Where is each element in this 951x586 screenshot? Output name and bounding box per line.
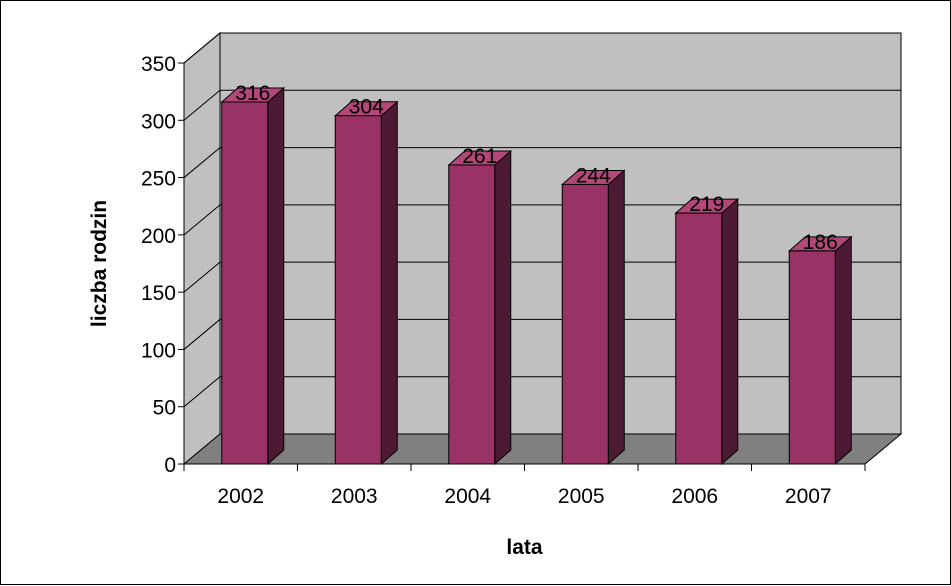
bar xyxy=(560,169,626,466)
bar xyxy=(333,100,399,466)
data-label: 244 xyxy=(576,164,611,187)
y-tick-label: 150 xyxy=(141,282,176,305)
gridline xyxy=(183,204,901,236)
y-tick-label: 350 xyxy=(141,53,176,76)
bar-side xyxy=(607,169,625,466)
gridline xyxy=(183,32,901,64)
tick-labels: 2002 2003 2004 2005 2006 2007 0 50 100 150 200 250 3… xyxy=(141,53,832,508)
bar-side xyxy=(721,197,739,466)
bar-front xyxy=(448,164,496,465)
x-tick-label: 2006 xyxy=(671,485,718,508)
y-tick-label: 50 xyxy=(153,397,176,420)
y-tick-label: 0 xyxy=(164,454,176,477)
bar-side xyxy=(834,235,852,466)
data-labels: 316 304 261 244 219 186 xyxy=(235,82,838,254)
bar-front xyxy=(788,250,836,465)
gridline xyxy=(183,147,901,178)
bar-front xyxy=(221,101,269,465)
data-label: 219 xyxy=(689,193,724,216)
y-axis-title: liczba rodzin xyxy=(88,200,111,327)
axes xyxy=(178,62,866,471)
x-tick-label: 2003 xyxy=(331,485,378,508)
data-label: 261 xyxy=(462,145,497,168)
gridline xyxy=(183,261,901,293)
side-wall xyxy=(183,31,221,466)
data-label: 316 xyxy=(235,82,270,105)
y-tick-label: 200 xyxy=(141,225,176,248)
gridline xyxy=(183,89,901,121)
bar-side xyxy=(494,149,512,466)
y-tick-label: 250 xyxy=(141,168,176,191)
x-tick-label: 2004 xyxy=(444,485,491,508)
bar-side xyxy=(267,86,285,466)
x-tick-label: 2002 xyxy=(217,485,264,508)
bar-side xyxy=(380,100,398,466)
x-tick-label: 2007 xyxy=(785,485,832,508)
gridline xyxy=(183,376,901,408)
gridlines xyxy=(183,32,901,408)
x-tick-label: 2005 xyxy=(558,485,605,508)
bar xyxy=(787,235,853,466)
data-label: 304 xyxy=(349,96,384,119)
gridline xyxy=(183,318,901,350)
x-axis-title: lata xyxy=(506,536,543,559)
bar-front xyxy=(675,212,723,465)
bars xyxy=(220,86,853,466)
y-tick-label: 300 xyxy=(141,110,176,133)
bar-front xyxy=(334,115,382,465)
bar xyxy=(447,149,513,466)
bar xyxy=(220,86,286,466)
y-tick-label: 100 xyxy=(141,339,176,362)
bar xyxy=(674,197,740,466)
data-label: 186 xyxy=(803,231,838,254)
bar-front xyxy=(561,183,609,465)
